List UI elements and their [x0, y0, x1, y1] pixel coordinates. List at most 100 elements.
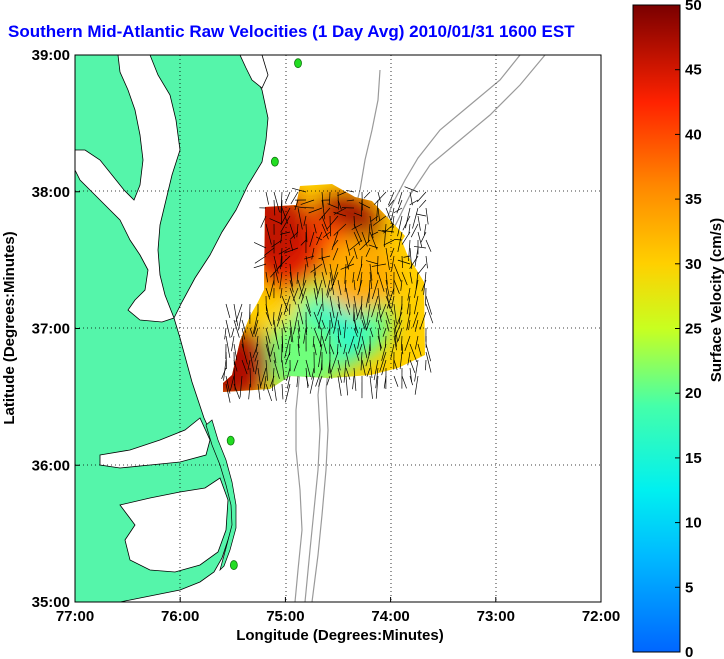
vector — [371, 263, 387, 267]
vector — [393, 319, 398, 343]
vector — [269, 375, 275, 387]
vector — [329, 271, 335, 296]
vector — [327, 359, 331, 374]
vector — [297, 327, 300, 339]
vector — [333, 207, 347, 215]
vector — [409, 255, 419, 270]
vector — [382, 230, 395, 233]
vector — [360, 351, 363, 371]
vector — [311, 247, 315, 260]
colorbar-tick-label: 25 — [685, 321, 702, 338]
vector — [317, 303, 323, 316]
vector — [353, 319, 359, 334]
vector — [361, 311, 367, 331]
vector — [321, 287, 324, 312]
vector — [399, 351, 403, 370]
vector — [265, 335, 271, 357]
vector — [393, 207, 403, 214]
vector — [305, 223, 308, 243]
vector — [414, 279, 419, 298]
vector — [343, 343, 347, 355]
vector — [305, 359, 311, 378]
y-axis-label: Latitude (Degrees:Minutes) — [1, 231, 18, 424]
vector — [292, 287, 299, 301]
vector — [337, 375, 342, 396]
vector — [254, 327, 259, 337]
vector — [385, 319, 390, 332]
vector — [394, 319, 403, 338]
vector — [365, 287, 371, 308]
vector — [289, 327, 292, 343]
vector — [353, 279, 356, 291]
vector — [253, 242, 267, 249]
vector — [326, 215, 339, 230]
vector — [264, 247, 275, 256]
y-tick-label: 38:00 — [32, 184, 70, 201]
vector — [409, 375, 413, 386]
vector — [286, 367, 291, 381]
y-tick-label: 39:00 — [32, 47, 70, 64]
vector — [316, 279, 323, 300]
vector — [404, 335, 411, 351]
vector — [371, 231, 379, 236]
vector — [279, 271, 283, 290]
vector — [273, 199, 276, 216]
vector — [273, 191, 280, 213]
vector — [353, 212, 363, 217]
vector — [385, 207, 394, 228]
vector — [252, 311, 259, 334]
vector — [317, 311, 323, 329]
vector — [357, 327, 363, 349]
vector — [333, 223, 347, 236]
colorbar-tick-label: 5 — [685, 579, 693, 596]
vector — [332, 247, 339, 261]
vector — [312, 335, 315, 348]
vector — [233, 343, 238, 361]
vector — [276, 311, 283, 327]
vector — [329, 215, 331, 237]
vector — [238, 311, 243, 331]
vector — [273, 351, 277, 363]
x-ticks: 77:00 76:00 75:00 74:00 73:00 72:00 — [56, 597, 620, 625]
vector — [393, 359, 398, 371]
vector — [405, 207, 411, 229]
colorbar — [632, 4, 681, 653]
vector — [397, 231, 403, 252]
vector — [365, 351, 371, 367]
vector — [385, 287, 390, 309]
vector — [309, 375, 315, 394]
colorbar-tick-label: 20 — [685, 385, 702, 402]
vector — [385, 247, 390, 271]
vector — [345, 303, 351, 316]
vector — [265, 327, 271, 344]
vector — [310, 263, 323, 273]
vector — [327, 203, 339, 209]
vector — [324, 327, 331, 342]
vector — [409, 359, 416, 373]
vector — [313, 327, 322, 347]
vector — [383, 239, 395, 246]
vector — [361, 231, 368, 247]
vector — [270, 263, 283, 278]
vector — [345, 189, 355, 193]
vector — [352, 375, 355, 390]
vector — [353, 223, 362, 242]
vector — [343, 319, 347, 339]
vector — [409, 199, 419, 206]
vector — [318, 343, 323, 368]
vector — [241, 359, 248, 375]
vector — [358, 343, 363, 356]
vector — [265, 359, 268, 381]
vector — [311, 367, 315, 380]
vector — [253, 263, 267, 269]
vector — [367, 223, 371, 243]
vector — [271, 239, 283, 248]
vector — [417, 263, 427, 275]
vector — [345, 287, 351, 308]
vector — [391, 295, 395, 308]
vector — [337, 367, 343, 383]
vector — [333, 311, 339, 334]
vector — [271, 367, 275, 392]
vector — [289, 239, 294, 252]
vector — [380, 303, 387, 318]
